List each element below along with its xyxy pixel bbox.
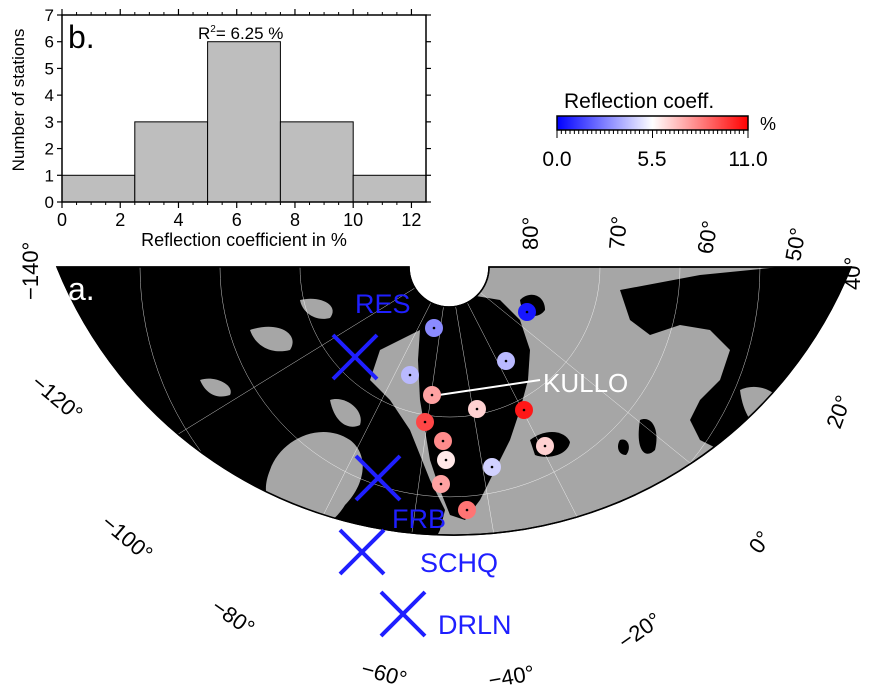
station-markers: RES FRB SCHQ DRLN xyxy=(331,289,512,640)
colorbar-tick-label-2: 11.0 xyxy=(728,148,767,171)
y-tick-label: 2 xyxy=(45,140,54,159)
station-circle-center xyxy=(441,439,445,443)
histogram-bar xyxy=(207,41,281,203)
map-panel: a. −140° −120° −100° −80° −60° −40° −20°… xyxy=(18,215,865,692)
y-tick-label: 1 xyxy=(45,166,54,185)
x-tick-label: 6 xyxy=(232,210,242,230)
y-tick-label: 3 xyxy=(45,113,54,132)
x-tick-label: 2 xyxy=(115,210,125,230)
x-tick-label: 8 xyxy=(290,210,300,230)
histogram-ylabel: Number of stations xyxy=(9,29,28,172)
lon-label-40: 40° xyxy=(840,257,865,290)
x-tick-label: 0 xyxy=(57,210,67,230)
station-label-res: RES xyxy=(355,289,411,319)
lon-label-20: 20° xyxy=(821,392,856,432)
station-cross-schq xyxy=(338,528,386,576)
lon-label-m20: −20° xyxy=(614,607,666,654)
station-circle-center xyxy=(504,359,508,363)
lon-label-80: 80° xyxy=(518,217,543,250)
lon-label-60: 60° xyxy=(692,219,722,256)
histogram-bar xyxy=(61,174,136,203)
y-tick-label: 6 xyxy=(45,33,54,52)
station-cross-frb xyxy=(354,454,402,502)
station-label-kullo: KULLO xyxy=(543,368,628,398)
colorbar: Reflection coeff. % 0.0 5.5 11.0 xyxy=(542,90,776,171)
station-circle-center xyxy=(490,465,494,469)
colorbar-tick-label-1: 5.5 xyxy=(637,148,666,171)
histogram-panel-label: b. xyxy=(68,19,95,55)
histogram-bar xyxy=(134,121,209,203)
station-circle-center xyxy=(444,458,448,462)
station-label-drln: DRLN xyxy=(438,610,512,640)
histogram-bar xyxy=(279,121,354,203)
lon-label-0: 0° xyxy=(744,526,777,558)
station-circle-center xyxy=(475,407,479,411)
lon-label-m120: −120° xyxy=(27,370,88,427)
station-circle-center xyxy=(543,444,547,448)
colorbar-ticks xyxy=(556,130,749,138)
histogram-annotation: R2= 6.25 % xyxy=(198,24,283,43)
lon-label-m140: −140° xyxy=(18,242,43,300)
station-cross-drln xyxy=(379,590,427,638)
colorbar-tick-label-0: 0.0 xyxy=(542,148,571,171)
station-circle-center xyxy=(432,326,436,330)
y-tick-label: 0 xyxy=(45,193,54,212)
station-cross-res xyxy=(331,333,379,381)
x-tick-label: 12 xyxy=(401,210,421,230)
station-circle-center xyxy=(525,310,529,314)
kullo-leader-line xyxy=(431,379,541,397)
y-tick-label: 7 xyxy=(45,6,54,25)
lon-label-m100: −100° xyxy=(97,510,158,567)
lon-label-m40: −40° xyxy=(487,660,537,692)
colorbar-unit: % xyxy=(760,114,776,134)
lon-label-m60: −60° xyxy=(359,656,410,692)
station-label-frb: FRB xyxy=(392,504,446,534)
station-circle-center xyxy=(408,373,412,377)
station-circle-center xyxy=(423,420,427,424)
colorbar-title: Reflection coeff. xyxy=(564,90,714,113)
station-circle-center xyxy=(522,408,526,412)
station-circle-center xyxy=(439,482,443,486)
map-panel-label: a. xyxy=(68,271,95,307)
y-tick-label: 4 xyxy=(45,86,54,105)
lon-label-50: 50° xyxy=(780,226,810,263)
x-tick-label: 10 xyxy=(343,210,363,230)
station-circle-center xyxy=(465,508,469,512)
histogram-xlabel: Reflection coefficient in % xyxy=(141,230,347,250)
histogram-bar xyxy=(352,174,427,203)
histogram-frame xyxy=(61,14,427,203)
station-circles xyxy=(401,303,554,519)
colorbar-gradient xyxy=(556,115,749,131)
map-frame xyxy=(55,266,853,536)
station-circle-center xyxy=(430,393,434,397)
lon-label-m80: −80° xyxy=(207,594,259,641)
y-tick-label: 5 xyxy=(45,59,54,78)
station-label-schq: SCHQ xyxy=(420,548,498,578)
lon-label-70: 70° xyxy=(604,215,632,250)
x-tick-label: 4 xyxy=(173,210,183,230)
